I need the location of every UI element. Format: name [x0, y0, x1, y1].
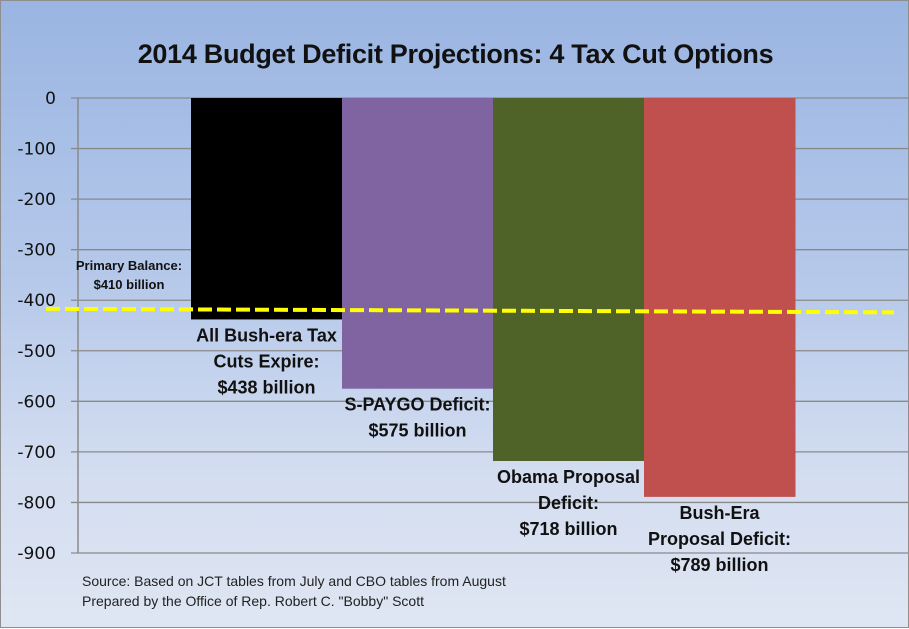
data-label: $575 billion	[368, 421, 466, 441]
reference-line	[45, 306, 895, 315]
data-label: $718 billion	[519, 519, 617, 539]
bar	[644, 98, 796, 497]
y-tick-label: -500	[17, 342, 56, 362]
source-line: Source: Based on JCT tables from July an…	[82, 573, 506, 589]
reference-line-label: $410 billion	[94, 277, 165, 292]
reference-line-label: Primary Balance:	[76, 258, 182, 273]
data-label: Obama Proposal	[497, 467, 640, 487]
data-label: Cuts Expire:	[213, 351, 319, 371]
y-tick-label: -900	[17, 544, 56, 564]
data-label: Proposal Deficit:	[648, 529, 791, 549]
y-tick-label: -400	[17, 291, 56, 311]
y-tick-label: -600	[17, 392, 56, 412]
data-label: S-PAYGO Deficit:	[344, 395, 490, 415]
data-label: $438 billion	[217, 377, 315, 397]
bar	[342, 98, 494, 389]
data-label: $789 billion	[670, 555, 768, 575]
data-label: Bush-Era	[679, 503, 760, 523]
y-tick-label: -700	[17, 443, 56, 463]
bar	[493, 98, 645, 461]
y-tick-label: -200	[17, 190, 56, 210]
source-note: Source: Based on JCT tables from July an…	[82, 571, 506, 611]
y-tick-label: -800	[17, 493, 56, 513]
bar	[191, 98, 343, 320]
y-tick-label: 0	[45, 89, 56, 109]
prepared-by-line: Prepared by the Office of Rep. Robert C.…	[82, 593, 424, 609]
chart-title: 2014 Budget Deficit Projections: 4 Tax C…	[137, 39, 774, 69]
data-label: Deficit:	[538, 493, 599, 513]
data-label: All Bush-era Tax	[196, 325, 337, 345]
y-tick-label: -100	[17, 140, 56, 160]
y-tick-label: -300	[17, 241, 56, 261]
